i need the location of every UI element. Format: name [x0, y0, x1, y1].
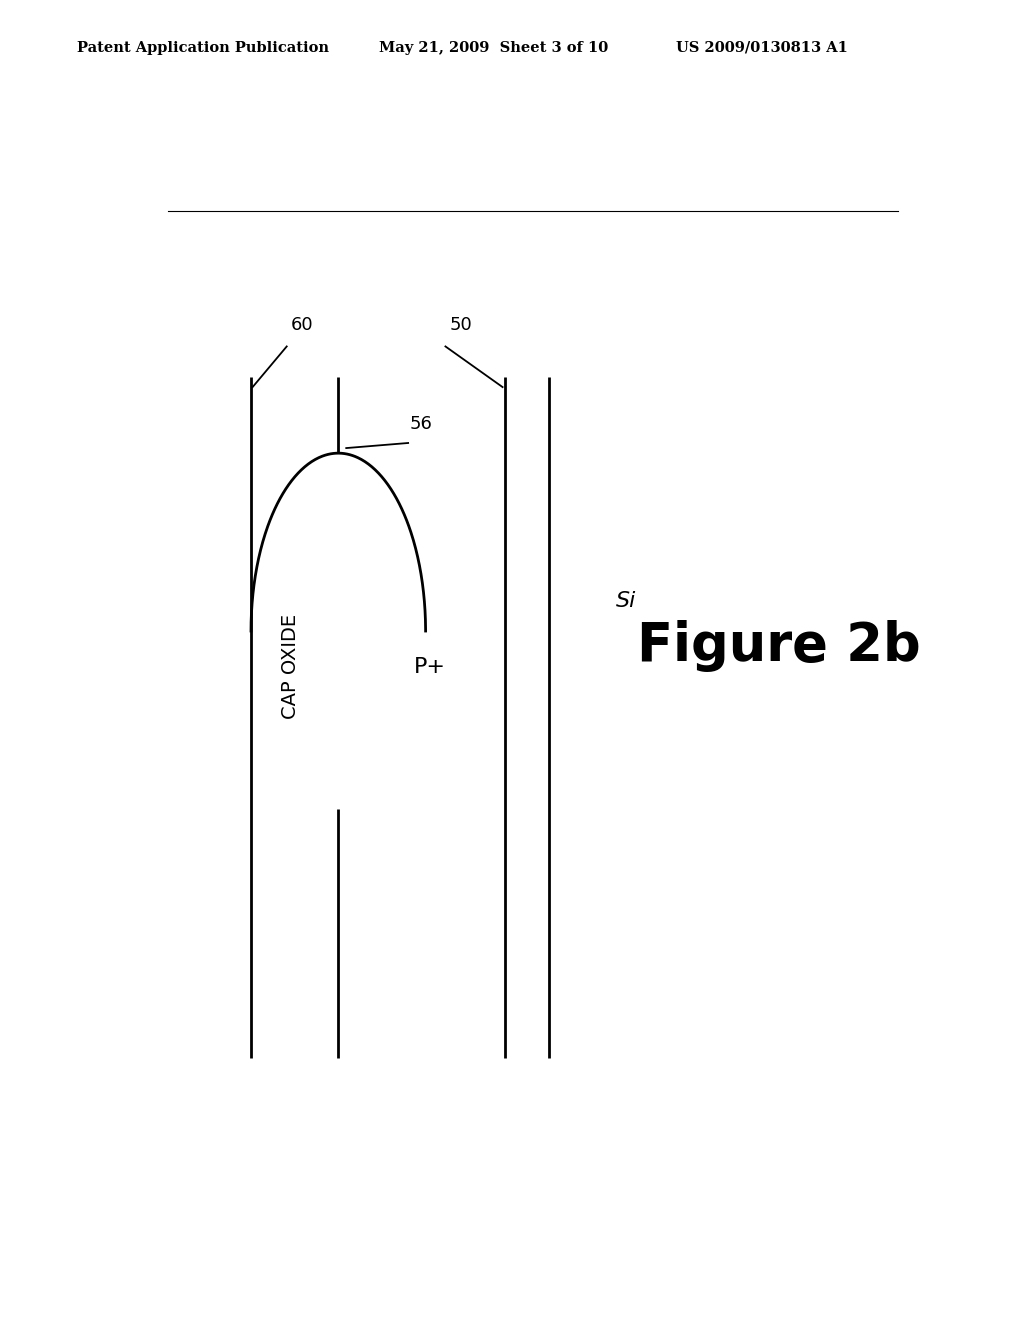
Text: Patent Application Publication: Patent Application Publication: [77, 41, 329, 55]
Text: May 21, 2009  Sheet 3 of 10: May 21, 2009 Sheet 3 of 10: [379, 41, 608, 55]
Text: 50: 50: [450, 317, 472, 334]
Text: Si: Si: [616, 590, 636, 611]
Text: Figure 2b: Figure 2b: [637, 620, 921, 672]
Text: 56: 56: [410, 414, 432, 433]
Text: CAP OXIDE: CAP OXIDE: [282, 614, 300, 719]
Text: P+: P+: [414, 656, 445, 677]
Text: US 2009/0130813 A1: US 2009/0130813 A1: [676, 41, 848, 55]
Text: 60: 60: [291, 317, 313, 334]
